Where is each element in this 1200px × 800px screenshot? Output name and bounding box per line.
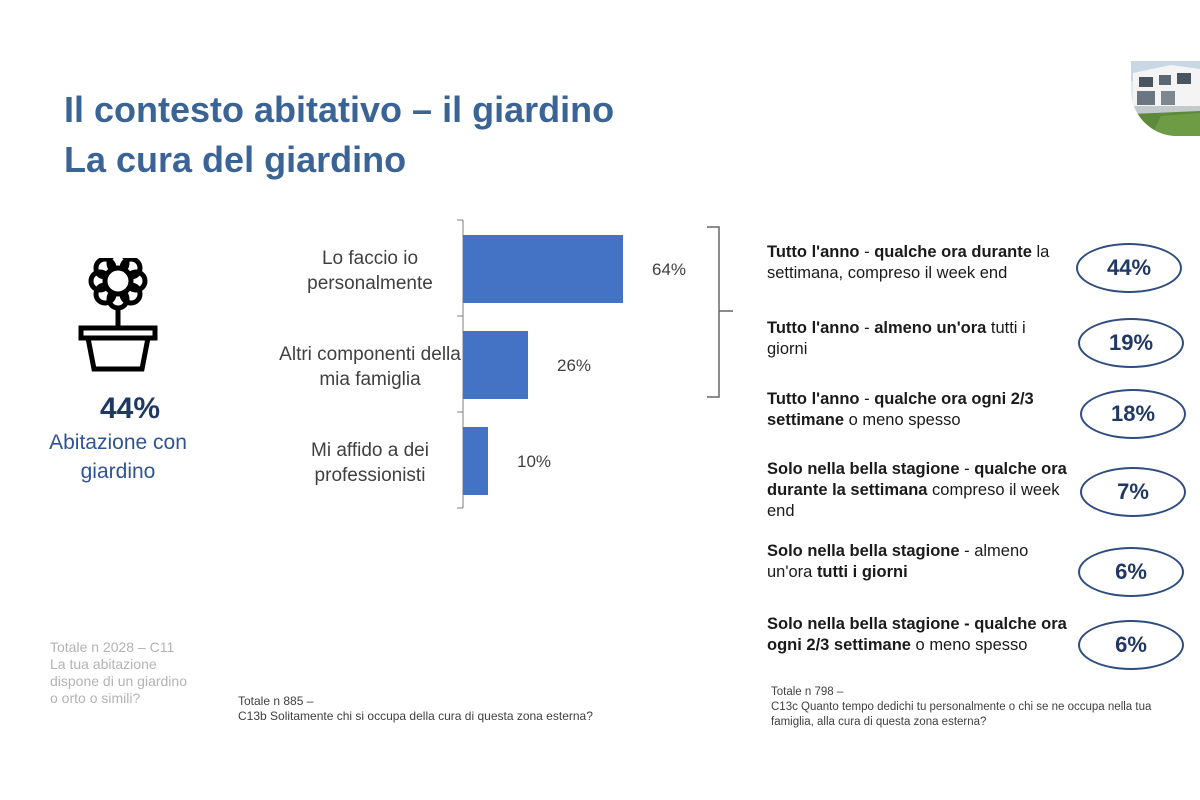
page-title: Il contesto abitativo – il giardino — [64, 89, 615, 130]
bar-value-label: 10% — [517, 452, 551, 471]
bar — [463, 331, 528, 399]
bar-value-label: 64% — [652, 260, 686, 279]
frequency-value-badge: 19% — [1078, 318, 1184, 368]
category-label: Lo faccio io personalmente — [307, 248, 433, 294]
footnote-middle: Totale n 885 – C13b Solitamente chi si o… — [238, 694, 593, 724]
bar — [463, 235, 623, 303]
category-label: Mi affido a dei professionisti — [311, 440, 429, 486]
frequency-value-badge: 6% — [1078, 547, 1184, 597]
footnote-right: Totale n 798 – C13c Quanto tempo dedichi… — [771, 685, 1196, 730]
category-label: Altri componenti della mia famiglia — [279, 344, 461, 390]
footnote-middle-question: C13b Solitamente chi si occupa della cur… — [238, 709, 593, 723]
bracket-brace — [705, 225, 745, 410]
garden-share-value: 44% — [99, 392, 161, 425]
footnote-right-total: Totale n 798 – — [771, 686, 844, 698]
footnote-left: Totale n 2028 – C11 La tua abitazione di… — [50, 639, 187, 706]
frequency-item: Tutto l'anno - qualche ora ogni 2/3 sett… — [767, 390, 1034, 429]
garden-share-label: Abitazione con giardino — [49, 431, 187, 483]
footnote-middle-total: Totale n 885 – — [238, 694, 314, 708]
frequency-item: Tutto l'anno - qualche ora durante la se… — [767, 243, 1050, 282]
frequency-item: Tutto l'anno - almeno un'ora tutti i gio… — [767, 319, 1026, 358]
bar-value-label: 26% — [557, 356, 591, 375]
bar — [463, 427, 488, 495]
house-garden-photo — [1131, 61, 1200, 136]
flower-pot-icon — [78, 251, 158, 377]
frequency-value-badge: 6% — [1078, 620, 1184, 670]
footnote-right-question: C13c Quanto tempo dedichi tu personalmen… — [771, 701, 1152, 728]
frequency-item: Solo nella bella stagione - almeno un'or… — [767, 542, 1029, 581]
who-cares-bar-chart: 64% Lo faccio io personalmente 26% Altri com… — [279, 219, 686, 509]
frequency-item: Solo nella bella stagione - qualche ora … — [767, 460, 1067, 520]
frequency-value-badge: 7% — [1080, 467, 1186, 517]
frequency-item: Solo nella bella stagione - qualche ora … — [767, 615, 1067, 654]
page-subtitle: La cura del giardino — [64, 139, 407, 180]
frequency-value-badge: 44% — [1076, 243, 1182, 293]
frequency-value-badge: 18% — [1080, 389, 1186, 439]
